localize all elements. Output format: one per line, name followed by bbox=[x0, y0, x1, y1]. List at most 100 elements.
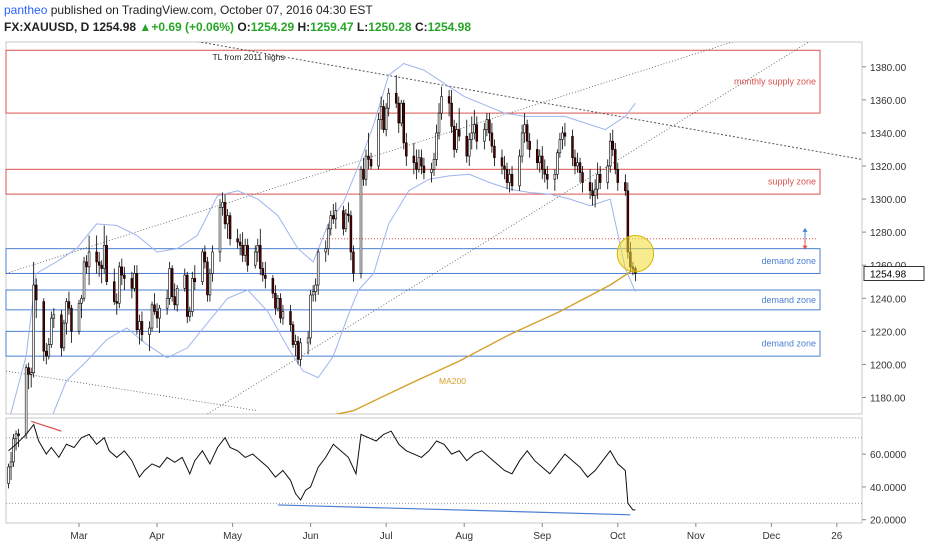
candle bbox=[309, 290, 312, 345]
last-price-label: 1254.98 bbox=[870, 269, 907, 280]
candle-body bbox=[264, 274, 267, 279]
x-tick-label: Apr bbox=[149, 531, 165, 542]
low-label: L: bbox=[356, 20, 369, 34]
candle bbox=[352, 245, 355, 282]
axes: 1180.001200.001220.001240.001260.001280.… bbox=[70, 63, 925, 542]
candle-body bbox=[535, 149, 539, 163]
candle bbox=[102, 225, 106, 274]
candle bbox=[236, 228, 239, 249]
candle-body bbox=[440, 96, 443, 114]
supply-zone-label: supply zone bbox=[768, 177, 816, 187]
candle-body bbox=[85, 261, 88, 268]
rsi-y-tick-label: 20.0000 bbox=[870, 516, 907, 527]
candle bbox=[394, 75, 398, 109]
candle-body bbox=[573, 157, 577, 167]
candle-body bbox=[168, 268, 171, 299]
candle bbox=[296, 336, 300, 365]
candle bbox=[397, 96, 400, 133]
candle bbox=[468, 132, 471, 166]
candle bbox=[95, 235, 98, 274]
candle bbox=[148, 321, 151, 352]
candle-body bbox=[241, 245, 244, 256]
candle-body bbox=[400, 102, 403, 124]
candle-body bbox=[387, 92, 390, 109]
candle bbox=[87, 235, 91, 286]
candle bbox=[576, 152, 579, 173]
candle-body bbox=[359, 169, 363, 274]
candle bbox=[473, 109, 476, 140]
candle bbox=[133, 265, 136, 292]
last-price-box bbox=[863, 265, 925, 281]
demand-zone-box bbox=[5, 248, 821, 274]
candle bbox=[616, 162, 620, 191]
bollinger-upper-line bbox=[10, 62, 636, 414]
candle-body bbox=[80, 297, 83, 304]
candle bbox=[316, 248, 320, 295]
candle bbox=[256, 238, 260, 262]
candle bbox=[170, 265, 174, 302]
candle-body bbox=[505, 169, 509, 183]
candle bbox=[138, 314, 141, 345]
candle-body bbox=[483, 129, 486, 142]
candle-body bbox=[394, 92, 398, 104]
candle bbox=[510, 166, 514, 191]
x-tick-label: Aug bbox=[455, 531, 473, 542]
candle-body bbox=[246, 245, 249, 266]
x-tick-label: Dec bbox=[762, 531, 780, 542]
candle-body bbox=[158, 307, 161, 319]
overlays: TL from 2011 highs MA200 bbox=[212, 52, 808, 386]
candle-body bbox=[259, 245, 262, 269]
candle-body bbox=[543, 169, 547, 175]
candle bbox=[7, 463, 10, 489]
candle-body bbox=[130, 278, 134, 289]
candle-body bbox=[324, 248, 327, 253]
candle bbox=[422, 157, 426, 180]
candle bbox=[289, 304, 292, 332]
candle-body bbox=[208, 273, 212, 296]
high-label: H: bbox=[297, 20, 311, 34]
candle bbox=[578, 157, 582, 183]
candle-body bbox=[34, 284, 38, 301]
candle bbox=[538, 149, 541, 173]
candle-body bbox=[342, 210, 345, 230]
candle-body bbox=[510, 173, 514, 187]
candle bbox=[299, 337, 302, 367]
candle bbox=[70, 304, 73, 343]
candle-body bbox=[364, 155, 368, 180]
candle-body bbox=[27, 367, 30, 375]
demand-zone-box bbox=[5, 330, 821, 357]
candle bbox=[314, 278, 317, 302]
x-tick-label: May bbox=[223, 531, 242, 542]
indicators bbox=[10, 62, 636, 414]
candle-body bbox=[309, 294, 312, 339]
candle-body bbox=[591, 190, 594, 197]
candle-body bbox=[50, 317, 53, 345]
candle bbox=[24, 364, 28, 439]
candle-body bbox=[32, 284, 35, 373]
candle-body bbox=[329, 215, 333, 230]
candle-body bbox=[314, 284, 317, 292]
candle bbox=[541, 146, 544, 180]
candle bbox=[12, 433, 15, 467]
candle-body bbox=[186, 274, 189, 317]
candle bbox=[518, 149, 521, 191]
candle-body bbox=[576, 162, 579, 167]
candle bbox=[228, 212, 232, 246]
candle-body bbox=[123, 274, 126, 279]
candle bbox=[573, 149, 577, 175]
price-y-tick-label: 1200.00 bbox=[870, 360, 907, 371]
symbol-label[interactable]: FX:XAUUSD, D bbox=[4, 20, 90, 34]
candle bbox=[271, 275, 275, 299]
candle-body bbox=[581, 172, 584, 183]
candle bbox=[470, 116, 474, 150]
candle bbox=[417, 149, 421, 173]
candle-body bbox=[470, 132, 474, 140]
candle bbox=[588, 169, 592, 200]
candle-body bbox=[148, 327, 151, 335]
candle-body bbox=[384, 107, 388, 130]
author-link[interactable]: pantheo bbox=[4, 3, 48, 17]
candle bbox=[85, 255, 88, 274]
candle bbox=[123, 266, 126, 290]
candle-body bbox=[520, 132, 524, 157]
